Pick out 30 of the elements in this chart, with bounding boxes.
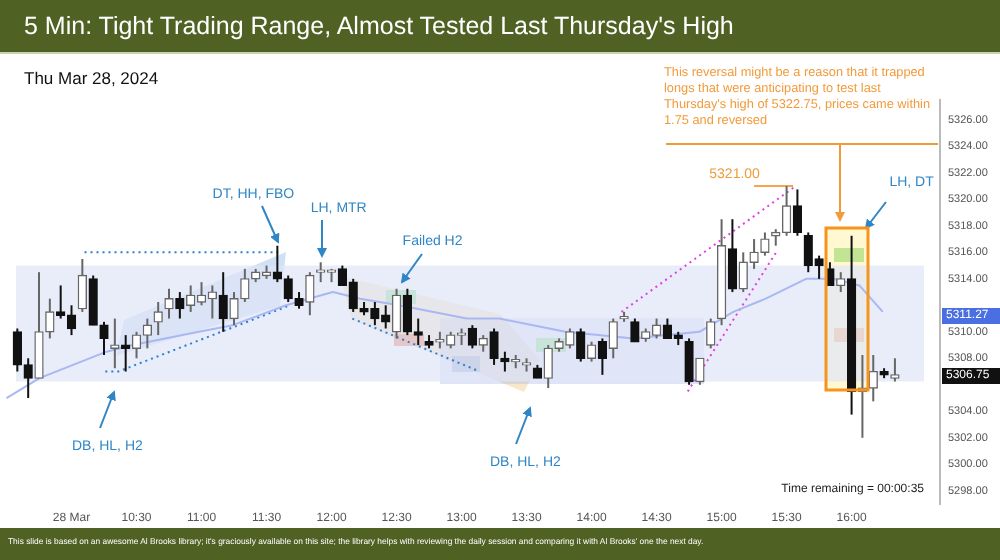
candlestick bbox=[402, 287, 413, 337]
chart-title: 5 Min: Tight Trading Range, Almost Tested Last Thursday's High bbox=[0, 0, 1000, 54]
candlestick bbox=[608, 317, 618, 360]
candlestick bbox=[218, 271, 228, 333]
candlestick bbox=[576, 327, 586, 363]
candlestick bbox=[792, 188, 803, 237]
candlestick bbox=[110, 317, 120, 370]
candlestick bbox=[272, 244, 283, 284]
candlestick bbox=[868, 353, 878, 403]
candlestick bbox=[12, 327, 22, 373]
candlestick bbox=[164, 287, 174, 320]
candlestick bbox=[727, 218, 738, 294]
candlestick bbox=[131, 330, 142, 360]
candlestick bbox=[88, 274, 98, 327]
candlestick bbox=[142, 317, 153, 350]
candlestick bbox=[305, 271, 315, 317]
candlestick bbox=[34, 271, 44, 380]
candlestick bbox=[77, 257, 87, 313]
candlestick bbox=[684, 337, 694, 386]
candlestick bbox=[391, 287, 402, 340]
candlestick bbox=[175, 291, 185, 320]
candlestick bbox=[586, 340, 597, 363]
candlestick bbox=[695, 357, 705, 386]
candlestick bbox=[597, 337, 608, 376]
candlestick bbox=[121, 334, 131, 373]
chart-subtitle: Thu Mar 28, 2024 bbox=[24, 68, 159, 88]
candlestick bbox=[467, 324, 478, 350]
candlestick bbox=[706, 317, 716, 350]
candlestick bbox=[630, 317, 640, 343]
candlestick bbox=[45, 297, 55, 340]
